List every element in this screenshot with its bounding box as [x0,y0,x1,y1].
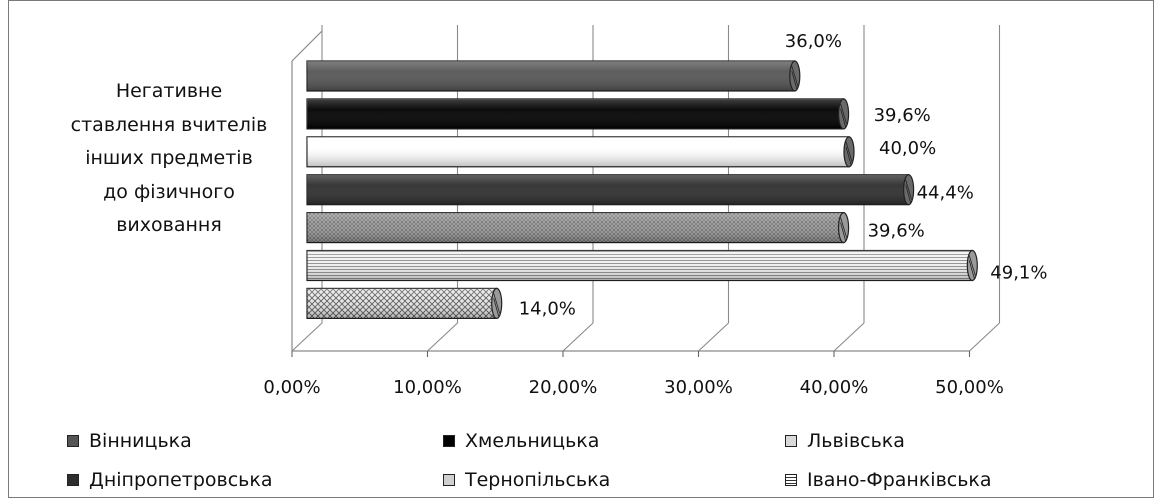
bar-cap-hatch [493,293,501,317]
legend-item-ivano-frankivska: Івано-Франківська [785,469,992,491]
category-label-line: виховання [116,214,222,236]
bar-shading [307,61,795,91]
legend-swatch [443,435,455,447]
bar-cap-hatch [791,65,799,90]
bar [306,136,855,168]
bar [306,98,850,130]
legend-item-lvivska: Львівська [785,430,905,452]
chart-canvas: 36,0% 39,6% 40,0% 44,4% 39,6% 49,1% 14,0% 0,00… [263,25,1047,398]
bar [306,249,978,282]
gridline-floor [833,322,865,352]
bar-shading [307,250,973,281]
data-label: 39,6% [868,221,925,242]
bar-shading [307,174,909,205]
data-label: 44,4% [917,183,974,204]
data-label: 39,6% [874,105,931,126]
x-tick-label: 50,00% [935,377,1004,398]
category-label-line: до фізичного [103,180,235,203]
legend-label: Хмельницька [465,430,600,452]
legend-item-ternopilska: Тернопільська [443,469,610,491]
legend-swatch [67,435,79,447]
data-label: 40,0% [879,138,936,159]
category-label-line: ставлення вчителів [70,113,268,136]
bar-shading [307,98,844,129]
bar [306,287,503,319]
bar-shading [307,136,849,167]
legend-label: Вінницька [89,430,192,452]
legend-swatch [443,474,455,486]
bar-cap-hatch [840,103,847,128]
x-tick-label: 30,00% [664,377,733,398]
bar-cap-hatch [905,179,913,203]
bar [306,60,801,92]
legend-label: Львівська [807,430,905,452]
gridline-floor [291,322,323,352]
data-label: 49,1% [990,263,1047,284]
legend-label: Тернопільська [465,469,611,491]
gridline-floor [698,322,729,352]
legend-label: Дніпропетровська [89,469,273,491]
legend-item-vinnytska: Вінницька [67,430,192,452]
bar-cap-hatch [968,255,976,279]
bar-cap-hatch [840,217,847,241]
legend-swatch [785,474,797,486]
data-label: 36,0% [785,31,842,52]
legend-swatch [785,435,797,447]
bar [306,174,915,206]
gridline-floor [969,322,1000,352]
bar-shading [307,288,497,319]
legend-item-dnipropetrovska: Дніпропетровська [67,469,272,491]
x-tick-label: 0,00% [263,377,320,398]
category-label-line: інших предметів [85,147,253,169]
x-tick-label: 40,00% [800,377,869,398]
bar-cap-hatch [845,141,853,165]
chart-frame: 36,0% 39,6% 40,0% 44,4% 39,6% 49,1% 14,0% 0,00… [8,0,1154,498]
depth-line [291,30,323,62]
x-tick-label: 10,00% [393,377,462,398]
category-label-line: Негативне [115,80,223,102]
gridline-floor [427,322,458,352]
legend-swatch [67,474,79,486]
data-label: 14,0% [519,298,576,319]
legend-item-khmelnytska: Хмельницька [443,430,599,452]
category-label: Негативне ставлення вчителів інших предм… [39,75,299,243]
x-tick-label: 20,00% [529,377,598,398]
bar [306,212,850,244]
bar-shading [307,212,844,243]
gridline-floor [562,322,594,352]
legend-label: Івано-Франківська [807,469,992,491]
